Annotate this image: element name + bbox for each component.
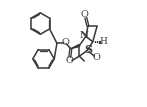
Text: H: H (100, 37, 107, 46)
Text: N: N (79, 31, 88, 40)
Text: S: S (84, 44, 92, 55)
Polygon shape (71, 45, 80, 49)
Text: O: O (81, 10, 89, 19)
Text: O: O (92, 53, 100, 62)
Text: O: O (66, 56, 74, 65)
Text: O: O (61, 38, 69, 47)
